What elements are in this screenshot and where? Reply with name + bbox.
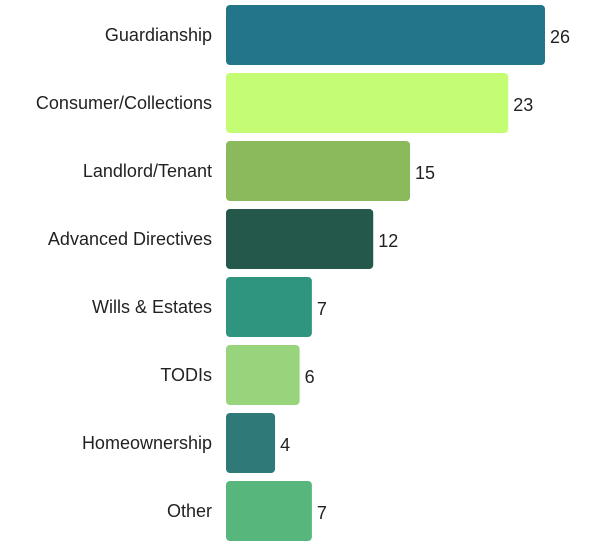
- category-label-todis: TODIs: [160, 365, 212, 385]
- value-label-todis: 6: [305, 367, 315, 387]
- category-label-homeownership: Homeownership: [82, 433, 212, 453]
- category-label-guardianship: Guardianship: [105, 25, 212, 45]
- bar-todis: [226, 345, 300, 405]
- category-label-wills-estates: Wills & Estates: [92, 297, 212, 317]
- bar-wills-estates: [226, 277, 312, 337]
- bar-guardianship: [226, 5, 545, 65]
- bar-homeownership: [226, 413, 276, 473]
- value-label-homeownership: 4: [280, 435, 290, 455]
- category-labels-group: Guardianship Consumer/Collections Landlord…: [36, 25, 212, 521]
- value-label-guardianship: 26: [550, 27, 570, 47]
- value-label-other: 7: [317, 503, 327, 523]
- bar-consumer-collections: [226, 73, 509, 133]
- value-label-advanced-directives: 12: [378, 231, 398, 251]
- value-label-consumer-collections: 23: [513, 95, 533, 115]
- bars-group: [226, 5, 545, 541]
- value-label-wills-estates: 7: [317, 299, 327, 319]
- bar-landlord-tenant: [226, 141, 411, 201]
- category-label-landlord-tenant: Landlord/Tenant: [83, 161, 212, 181]
- category-label-advanced-directives: Advanced Directives: [48, 229, 212, 249]
- bar-advanced-directives: [226, 209, 374, 269]
- value-labels-group: 26 23 15 12 7 6 4 7: [280, 27, 570, 523]
- value-label-landlord-tenant: 15: [415, 163, 435, 183]
- category-label-consumer-collections: Consumer/Collections: [36, 93, 212, 113]
- bar-other: [226, 481, 312, 541]
- category-label-other: Other: [167, 501, 212, 521]
